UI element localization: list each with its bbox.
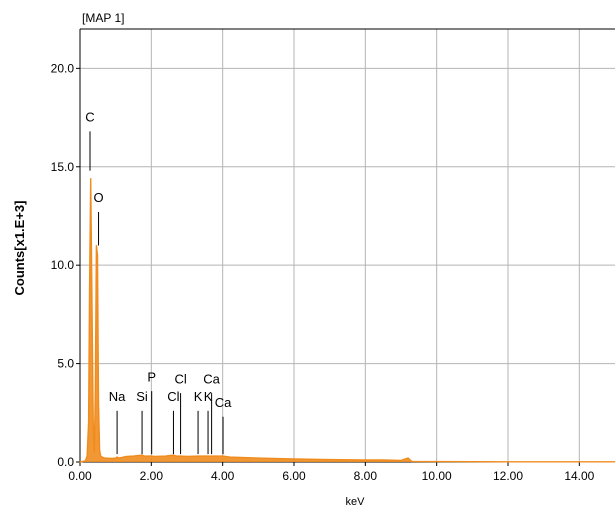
data-point	[175, 455, 177, 457]
x-tick-label: 12.00	[493, 469, 523, 483]
data-point	[364, 459, 366, 461]
data-point	[141, 454, 143, 456]
y-tick-label: 20.0	[51, 61, 75, 75]
data-point	[329, 459, 331, 461]
annotation-label: K	[194, 389, 203, 404]
data-point	[115, 457, 117, 459]
data-point	[90, 177, 92, 180]
annotation-label: K	[204, 389, 213, 404]
annotation-label: C	[85, 110, 94, 125]
annotation-label: Cl	[167, 389, 179, 404]
data-point	[154, 455, 156, 458]
data-point	[411, 460, 413, 463]
data-point	[111, 457, 113, 460]
data-point	[118, 457, 120, 459]
y-tick-label: 15.0	[51, 160, 75, 174]
y-tick-label: 0.0	[57, 455, 74, 469]
axes: 0.00 2.00 4.00 6.00 8.00 10.00 12.00 14.00 0.0 5.…	[51, 28, 615, 483]
x-tick-label: 4.00	[211, 469, 235, 483]
data-point	[293, 458, 295, 460]
data-point	[94, 392, 96, 394]
data-point	[257, 457, 259, 459]
annotation-label: Ca	[215, 395, 232, 410]
data-point	[400, 459, 402, 462]
data-point	[197, 455, 199, 457]
y-tick-label: 10.0	[51, 258, 75, 272]
data-point	[382, 459, 384, 461]
data-point	[151, 455, 153, 457]
data-point	[407, 457, 409, 459]
data-point	[186, 455, 188, 458]
x-tick-label: 8.00	[354, 469, 378, 483]
chart-title: [MAP 1]	[82, 11, 124, 25]
data-point	[165, 455, 167, 457]
y-axis-label: Counts[x1.E+3]	[12, 201, 27, 296]
annotation-label: P	[147, 369, 156, 384]
data-point	[436, 461, 438, 463]
data-point	[89, 284, 91, 286]
data-point	[132, 455, 135, 457]
data-point	[207, 455, 209, 457]
data-point	[86, 455, 88, 457]
data-point	[95, 244, 98, 247]
x-tick-label: 6.00	[282, 469, 306, 483]
data-point	[99, 449, 101, 451]
data-point	[116, 456, 118, 458]
annotation-label: Si	[136, 389, 148, 404]
data-point	[97, 402, 100, 404]
data-point	[84, 460, 86, 462]
grid	[80, 29, 615, 462]
series	[79, 177, 615, 463]
x-tick-label: 14.00	[564, 469, 594, 483]
axis-labels: [MAP 1] keV Counts[x1.E+3]	[12, 11, 366, 508]
data-point	[101, 456, 103, 458]
annotation-label: Na	[109, 389, 126, 404]
plot-area	[80, 29, 615, 462]
data-point	[172, 454, 175, 456]
data-point	[125, 455, 127, 458]
data-point	[93, 451, 95, 453]
y-tick-label: 5.0	[57, 357, 74, 371]
x-axis-label: keV	[346, 496, 366, 507]
data-point	[179, 455, 182, 457]
annotation-label: Cl	[174, 371, 186, 386]
data-point	[211, 455, 213, 457]
data-point	[222, 455, 224, 457]
data-point	[104, 457, 106, 459]
x-tick-label: 0.00	[68, 469, 92, 483]
x-tick-label: 10.00	[422, 469, 452, 483]
data-point	[507, 461, 509, 463]
data-point	[96, 254, 99, 256]
data-point	[100, 455, 102, 457]
annotation-label: Ca	[203, 371, 220, 386]
data-point	[79, 461, 81, 463]
data-point	[87, 422, 90, 424]
data-point	[91, 284, 93, 286]
data-point	[229, 456, 231, 458]
x-tick-label: 2.00	[140, 469, 164, 483]
annotation-label: O	[93, 190, 103, 205]
series-line	[79, 178, 615, 463]
data-point	[92, 422, 94, 424]
data-point	[143, 455, 145, 457]
